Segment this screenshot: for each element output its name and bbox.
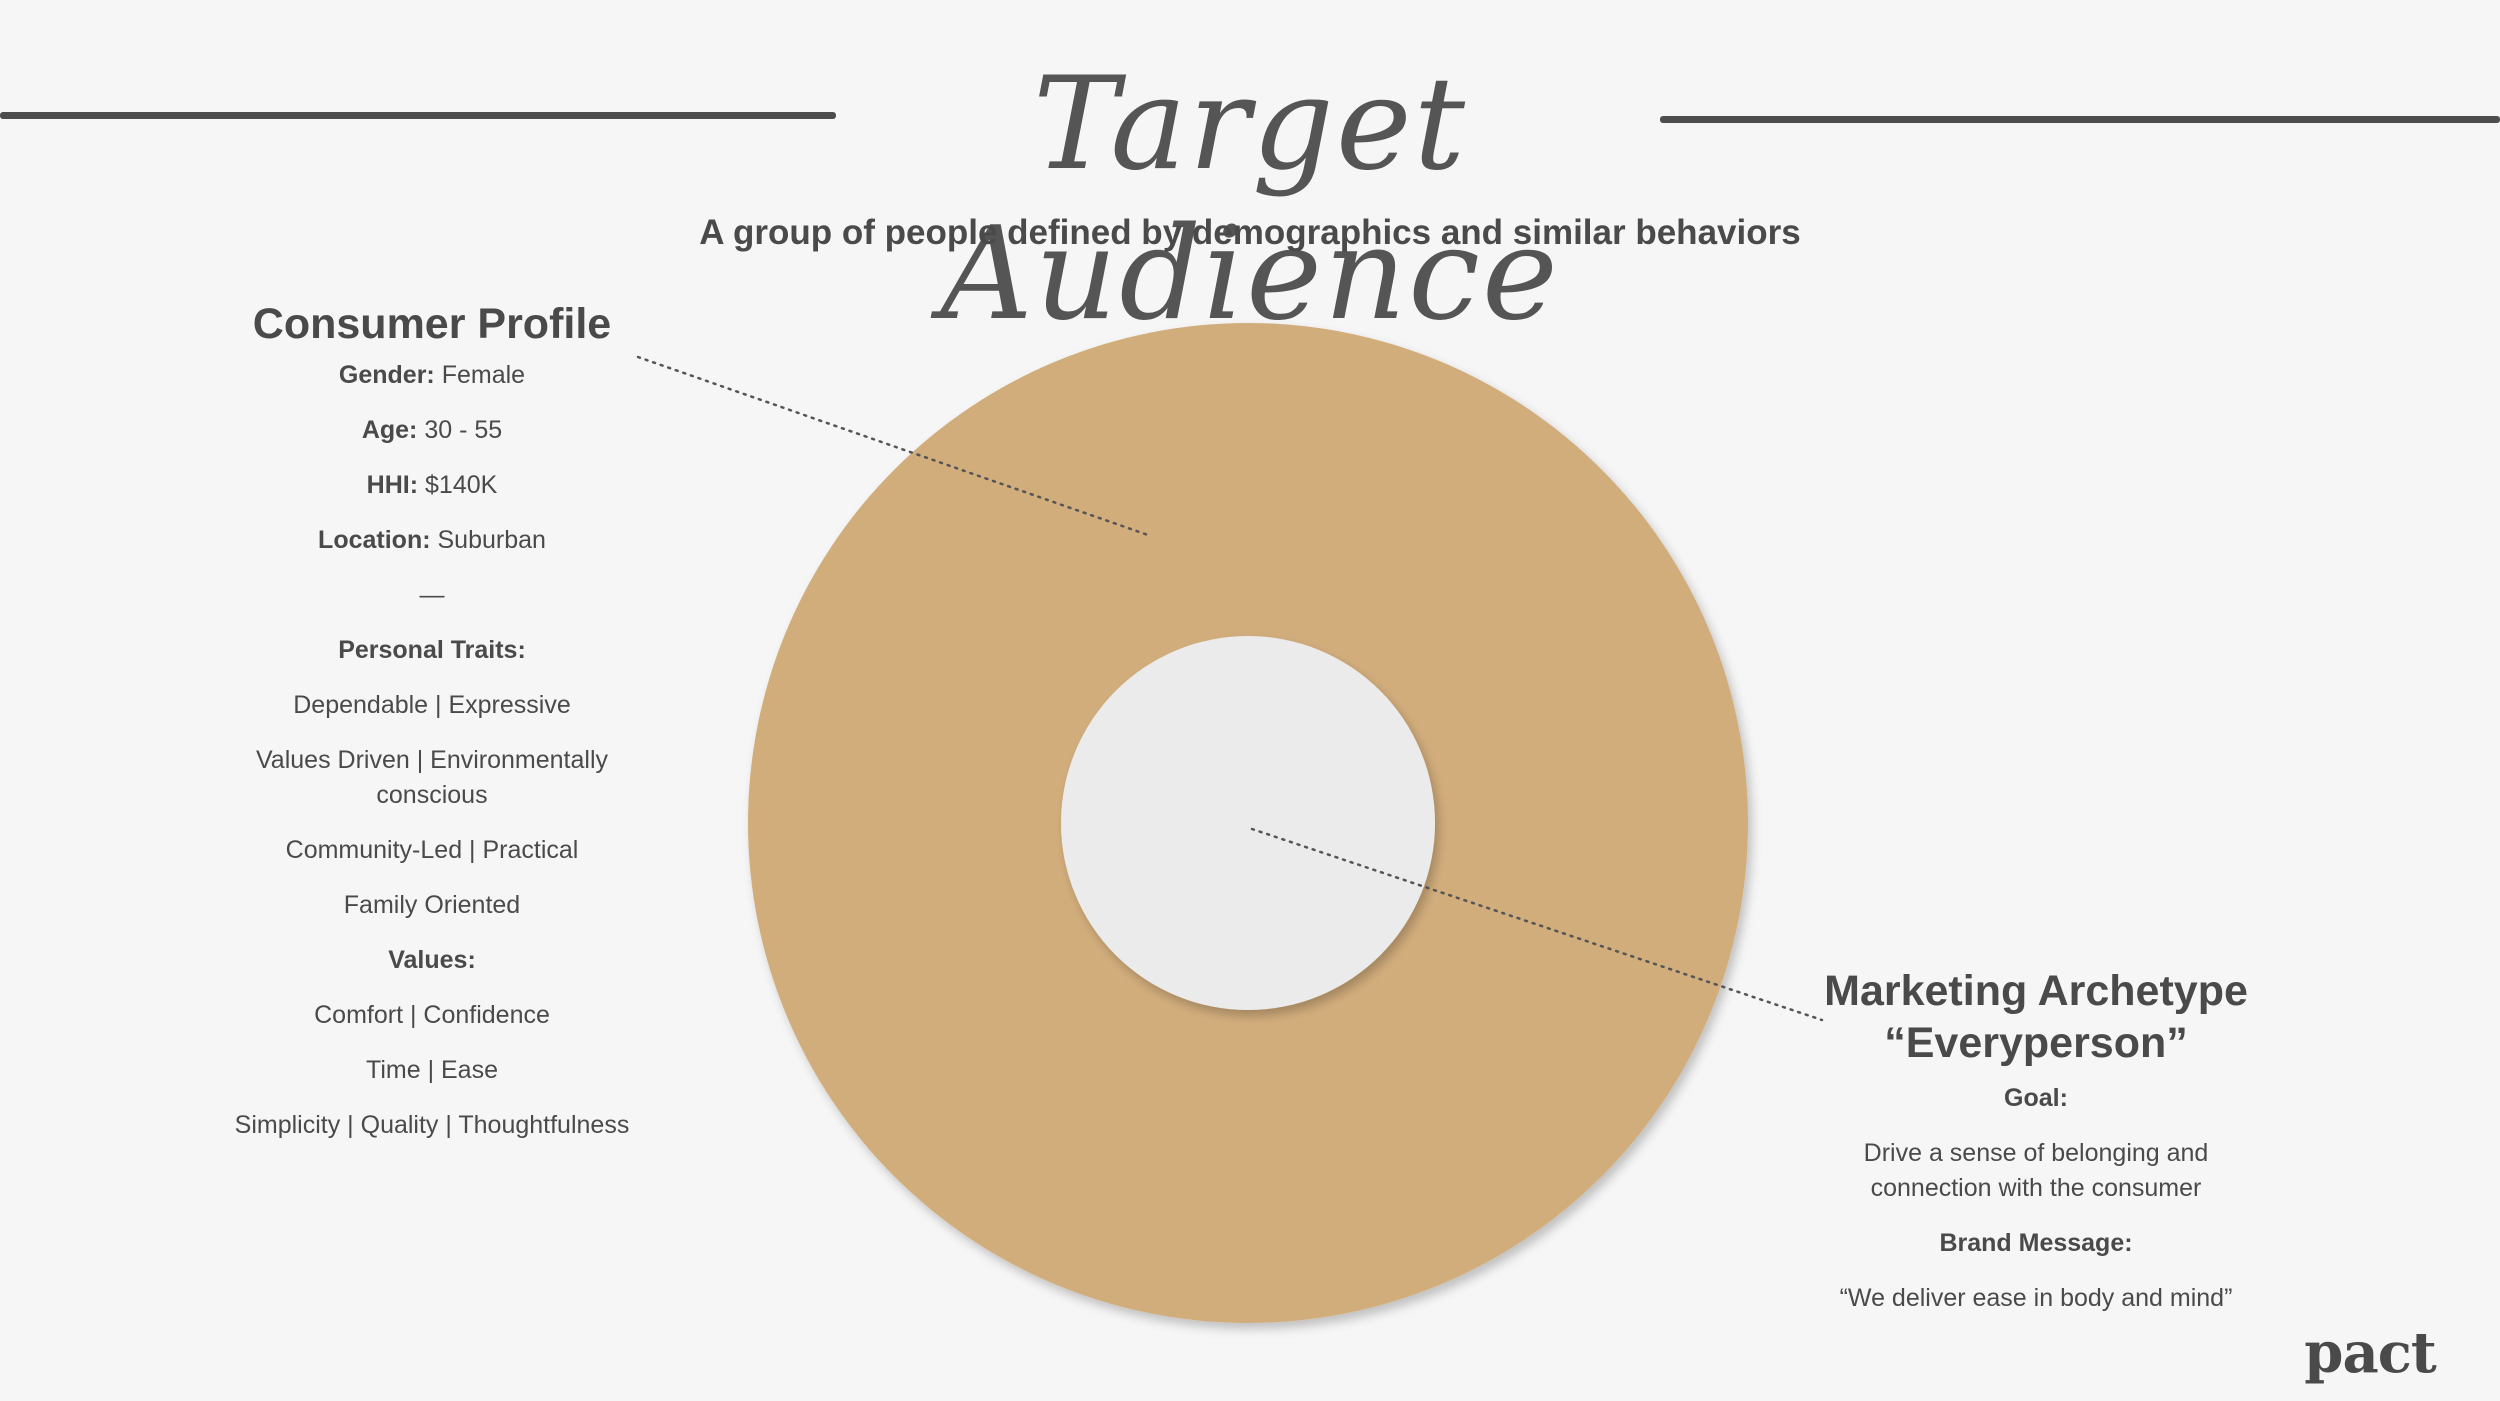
pact-logo: pact bbox=[2304, 1320, 2436, 1386]
personal-traits-label: Personal Traits: bbox=[338, 636, 526, 664]
inner-audience-circle bbox=[1061, 636, 1435, 1010]
location-row: Location: Suburban bbox=[210, 523, 654, 558]
value-item: Time | Ease bbox=[366, 1056, 498, 1084]
age-value: 30 - 55 bbox=[424, 416, 503, 444]
gender-row: Gender: Female bbox=[210, 358, 654, 393]
gender-label: Gender: bbox=[338, 361, 435, 389]
gender-value: Female bbox=[441, 361, 526, 389]
location-value: Suburban bbox=[437, 526, 546, 554]
goal-text: Drive a sense of belonging and connectio… bbox=[1863, 1139, 2209, 1202]
archetype-heading-line1: Marketing Archetype bbox=[1824, 967, 2248, 1015]
title-rule-right bbox=[1660, 116, 2500, 123]
brand-message-label: Brand Message: bbox=[1939, 1229, 2133, 1257]
consumer-profile-heading: Consumer Profile bbox=[252, 300, 612, 348]
goal-label: Goal: bbox=[2004, 1084, 2068, 1112]
age-label: Age: bbox=[361, 416, 418, 444]
trait-item: Dependable | Expressive bbox=[293, 691, 571, 719]
archetype-heading-line2: “Everyperson” bbox=[1884, 1019, 2188, 1067]
archetype-heading: Marketing Archetype “Everyperson” bbox=[1790, 965, 2282, 1069]
hhi-label: HHI: bbox=[366, 471, 419, 499]
connector-profile bbox=[636, 355, 1150, 537]
location-label: Location: bbox=[318, 526, 431, 554]
brand-message-text: “We deliver ease in body and mind” bbox=[1839, 1284, 2233, 1312]
section-divider: — bbox=[419, 581, 445, 609]
title-rule-left bbox=[0, 112, 836, 119]
marketing-archetype-panel: Marketing Archetype “Everyperson” Goal: … bbox=[1790, 965, 2282, 1316]
values-label: Values: bbox=[388, 946, 476, 974]
hhi-row: HHI: $140K bbox=[210, 468, 654, 503]
hhi-value: $140K bbox=[425, 471, 498, 499]
value-item: Simplicity | Quality | Thoughtfulness bbox=[234, 1111, 630, 1139]
trait-item: Family Oriented bbox=[343, 891, 521, 919]
age-row: Age: 30 - 55 bbox=[210, 413, 654, 448]
trait-item: Community-Led | Practical bbox=[285, 836, 579, 864]
value-item: Comfort | Confidence bbox=[314, 1001, 550, 1029]
consumer-profile-panel: Consumer Profile Gender: Female Age: 30 … bbox=[210, 298, 654, 1143]
page-subtitle: A group of people defined by demographic… bbox=[699, 213, 1801, 252]
trait-item: Values Driven | Environmentally consciou… bbox=[255, 746, 608, 809]
